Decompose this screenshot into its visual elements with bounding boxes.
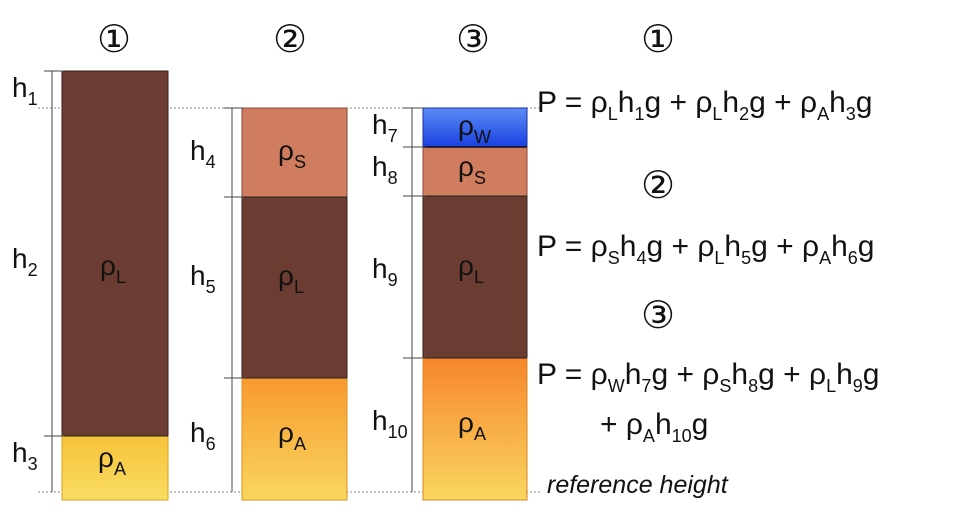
column-3-density-liquid: ρL <box>458 250 484 287</box>
equation-subscript: L <box>608 104 618 124</box>
equation-term: g <box>858 230 875 263</box>
equation-subscript: 10 <box>672 426 692 446</box>
equation-term: g + ρ <box>749 86 817 119</box>
equation-term: h <box>836 358 853 391</box>
column-2-marker: ② <box>273 17 307 61</box>
column-3-h8-label: h8 <box>372 151 398 188</box>
column-2-density-liquid: ρL <box>278 260 304 297</box>
column-3-dimension-lines <box>403 107 425 492</box>
column-2-layer-air <box>241 377 348 501</box>
column-3-layer-water <box>422 107 528 148</box>
equation-subscript: 2 <box>739 104 749 124</box>
column-1-layer-air <box>61 435 169 501</box>
column-2-layer-solid <box>241 107 348 198</box>
equation-1-marker: ① <box>641 17 675 61</box>
equation-subscript: 3 <box>846 104 856 124</box>
equation-subscript: 1 <box>634 104 644 124</box>
equation-subscript: A <box>819 248 831 268</box>
equation-3-line-1: P = ρWh7g + ρSh8g + ρLh9g <box>537 358 879 396</box>
column-3-marker: ③ <box>456 17 490 61</box>
equation-subscript: S <box>719 376 731 396</box>
column-2-h6-label: h6 <box>190 417 216 454</box>
column-3-layer-liquid <box>422 195 528 359</box>
column-1-density-air: ρA <box>98 442 126 479</box>
equation-term: g + ρ <box>644 86 712 119</box>
equation-term: h <box>620 230 637 263</box>
column-3-h7-label: h7 <box>372 109 398 146</box>
column-1-h2-label: h2 <box>12 243 38 280</box>
column-1-marker: ① <box>97 17 131 61</box>
equation-term: h <box>618 86 635 119</box>
equation-term: + ρ <box>600 408 643 441</box>
column-1-density-liquid: ρL <box>100 250 126 287</box>
equation-1-line-1: P = ρLh1g + ρLh2g + ρAh3g <box>537 86 872 124</box>
column-3-h10-label: h10 <box>372 405 408 442</box>
equation-term: h <box>731 358 748 391</box>
column-2-h5-label: h5 <box>190 260 216 297</box>
column-2-dimension-lines <box>224 107 244 492</box>
column-3-layer-air <box>422 357 528 501</box>
column-3-layer-solid <box>422 146 528 197</box>
equation-2-line-1: P = ρSh4g + ρLh5g + ρAh6g <box>537 230 874 268</box>
column-1: ① h1 h2 h3 ρL ρA <box>12 17 169 501</box>
equation-subscript: 9 <box>853 376 863 396</box>
equation-subscript: 4 <box>636 248 646 268</box>
column-1-h3-label: h3 <box>12 437 38 474</box>
column-3-density-water: ρW <box>458 110 491 147</box>
equation-3-line-2: + ρAh10g <box>600 408 708 446</box>
column-3-density-air: ρA <box>458 407 486 444</box>
reference-height-label: reference height <box>547 471 729 499</box>
column-3: ③ h7 h8 h9 h10 ρW ρS ρL ρA <box>372 17 528 501</box>
equation-subscript: A <box>643 426 655 446</box>
equation-term: h <box>831 230 848 263</box>
equation-subscript: 6 <box>848 248 858 268</box>
column-3-h9-label: h9 <box>372 253 398 290</box>
equation-term: h <box>655 408 672 441</box>
equation-term: g + ρ <box>758 358 826 391</box>
equation-subscript: W <box>608 376 625 396</box>
equation-term: P = ρ <box>537 86 608 119</box>
column-1-dimension-lines <box>44 70 64 492</box>
equation-subscript: 8 <box>748 376 758 396</box>
column-1-h1-label: h1 <box>12 72 38 109</box>
column-1-layer-liquid <box>61 70 169 437</box>
equation-term: P = ρ <box>537 230 608 263</box>
equation-term: h <box>722 86 739 119</box>
equation-subscript: L <box>714 248 724 268</box>
equation-2-marker: ② <box>641 163 675 207</box>
column-2-h4-label: h4 <box>190 135 216 172</box>
equation-term: h <box>625 358 642 391</box>
equation-subscript: S <box>608 248 620 268</box>
equation-subscript: L <box>826 376 836 396</box>
equation-subscript: 7 <box>641 376 651 396</box>
equation-term: g <box>863 358 880 391</box>
equation-subscript: L <box>712 104 722 124</box>
column-2-density-air: ρA <box>278 417 306 454</box>
equation-term: h <box>724 230 741 263</box>
column-2-density-solid: ρS <box>278 135 306 172</box>
equation-term: h <box>829 86 846 119</box>
equation-term: g <box>856 86 873 119</box>
equation-term: g <box>692 408 709 441</box>
equation-term: P = ρ <box>537 358 608 391</box>
equation-3-marker: ③ <box>641 293 675 337</box>
column-2-layer-liquid <box>241 196 348 379</box>
equation-term: g + ρ <box>646 230 714 263</box>
equation-subscript: A <box>817 104 829 124</box>
equation-term: g + ρ <box>651 358 719 391</box>
column-3-density-solid: ρS <box>458 151 486 188</box>
equation-term: g + ρ <box>751 230 819 263</box>
equation-subscript: 5 <box>741 248 751 268</box>
column-2: ② h4 h5 h6 ρS ρL ρA <box>190 17 348 501</box>
